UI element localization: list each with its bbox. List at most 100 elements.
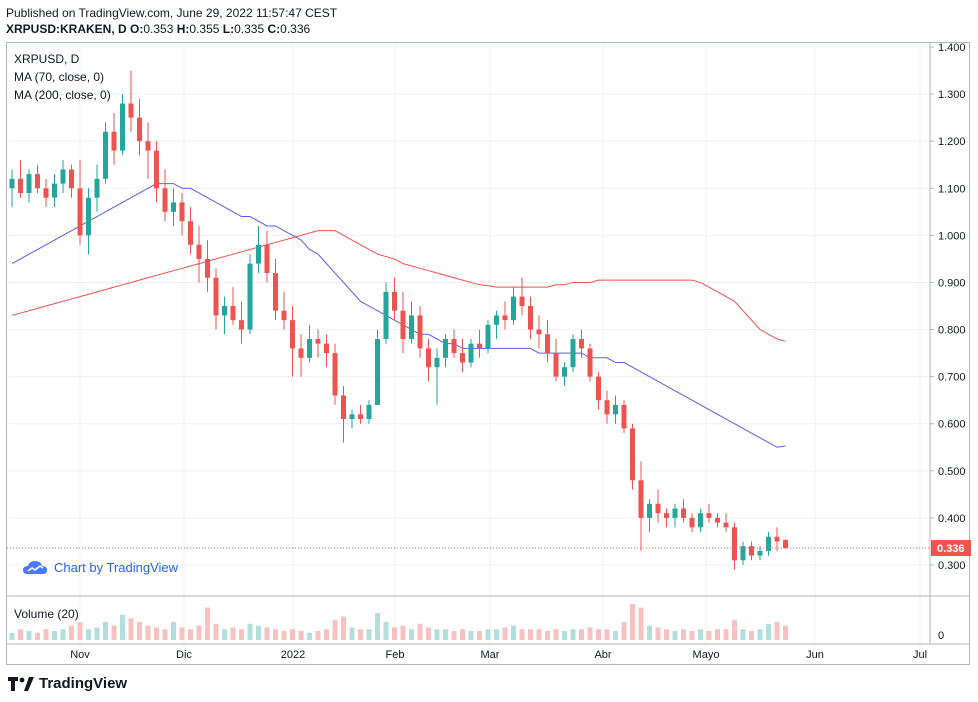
candle-body (604, 400, 610, 415)
candle-body (18, 178, 23, 193)
candle-body (783, 540, 788, 549)
volume-bar (375, 613, 380, 640)
axes: 1.400 1.300 1.200 1.100 1.000 0.900 0.800 0.700… (7, 42, 971, 661)
legend-ma200: MA (200, close, 0) (14, 88, 111, 102)
volume-bar (179, 627, 185, 640)
candle-body (247, 263, 253, 330)
volume-bar (732, 620, 737, 640)
candle-body (434, 357, 440, 368)
candle-body (86, 197, 91, 236)
volume-bar (570, 629, 576, 640)
y-tick-label: 1.400 (938, 42, 966, 54)
volume-bar (290, 629, 295, 640)
candle-body (655, 503, 661, 514)
candle-body (111, 131, 117, 151)
candle-body (205, 258, 210, 278)
candle-body (171, 202, 176, 212)
volume-bar (256, 625, 261, 640)
volume-bar (502, 627, 508, 640)
volume-bar (392, 627, 397, 640)
candle-body (749, 546, 754, 556)
volume-bar (264, 627, 270, 640)
last-price-tag (931, 540, 971, 557)
candle-body (519, 296, 525, 306)
volume-bar (553, 629, 559, 640)
published-note: Published on TradingView.com, June 29, 2… (6, 6, 338, 20)
y-tick-label: 1.000 (938, 230, 966, 242)
candle-body (35, 174, 40, 189)
volume-bar (298, 631, 304, 640)
close-label: C: (267, 22, 281, 36)
volume-bar (35, 632, 40, 640)
volume-bars (9, 604, 788, 640)
volume-bar (562, 631, 567, 640)
candle-body (579, 338, 584, 349)
symbol-ohlc-line: XRPUSD:KRAKEN, D O:0.353 H:0.355 L:0.335… (6, 22, 310, 36)
candle-body (528, 306, 533, 330)
candle-body (307, 338, 312, 358)
volume-bar (239, 629, 244, 640)
low-value: 0.335 (234, 22, 265, 36)
candle-body (145, 141, 151, 151)
candle-body (196, 244, 202, 259)
footer-brand[interactable]: TradingView (8, 675, 127, 692)
volume-bar (273, 629, 278, 640)
candle-body (689, 517, 695, 528)
candle-body (409, 315, 414, 339)
volume-bar (647, 625, 652, 640)
volume-bar (145, 625, 151, 640)
legend-symbol: XRPUSD, D (14, 52, 80, 66)
x-tick-label: Mayo (693, 649, 720, 661)
candle-body (460, 353, 465, 363)
volume-bar (247, 623, 253, 640)
volume-bar (723, 629, 729, 640)
candle-body (239, 320, 244, 330)
candle-body (264, 244, 270, 274)
candle-body (511, 296, 516, 321)
candle-body (672, 508, 678, 518)
volume-bar (213, 623, 219, 640)
candle-body (766, 536, 771, 551)
volume-bar (417, 623, 423, 640)
candle-body (341, 395, 346, 420)
x-tick-label: Mar (481, 649, 500, 661)
volume-bar (451, 631, 457, 640)
volume-tick-label: 0 (938, 630, 944, 642)
volume-bar (681, 629, 686, 640)
x-tick-label: Jul (913, 649, 927, 661)
volume-bar (613, 631, 618, 640)
candlesticks (9, 70, 788, 570)
legend-ma70: MA (70, close, 0) (14, 70, 105, 84)
candle-body (545, 334, 550, 354)
volume-bar (171, 622, 176, 640)
volume-bar (69, 625, 74, 640)
ma70-line (11, 183, 786, 448)
x-tick-label: Jun (806, 649, 824, 661)
volume-bar (698, 629, 703, 640)
chart-frame (6, 42, 970, 665)
candle-body (103, 131, 108, 179)
y-tick-label: 0.500 (938, 466, 966, 478)
candle-body (94, 178, 100, 198)
candle-body (596, 376, 601, 401)
watermark-text: Chart by TradingView (54, 559, 179, 575)
volume-bar (706, 631, 712, 640)
volume-bar (103, 622, 108, 640)
volume-bar (494, 629, 499, 640)
volume-bar (689, 631, 695, 640)
volume-bar (94, 627, 100, 640)
volume-bar (655, 627, 661, 640)
volume-bar (366, 629, 372, 640)
tradingview-logo-icon (8, 676, 34, 691)
candle-body (358, 414, 363, 420)
candle-body (154, 150, 159, 189)
volume-bar (630, 604, 635, 640)
x-tick-label: Feb (386, 649, 405, 661)
watermark[interactable]: Chart by TradingView (22, 558, 178, 576)
volume-bar (341, 616, 346, 640)
candle-body (383, 291, 389, 339)
volume-bar (519, 629, 525, 640)
candle-body (273, 273, 278, 311)
open-label: O: (130, 22, 144, 36)
